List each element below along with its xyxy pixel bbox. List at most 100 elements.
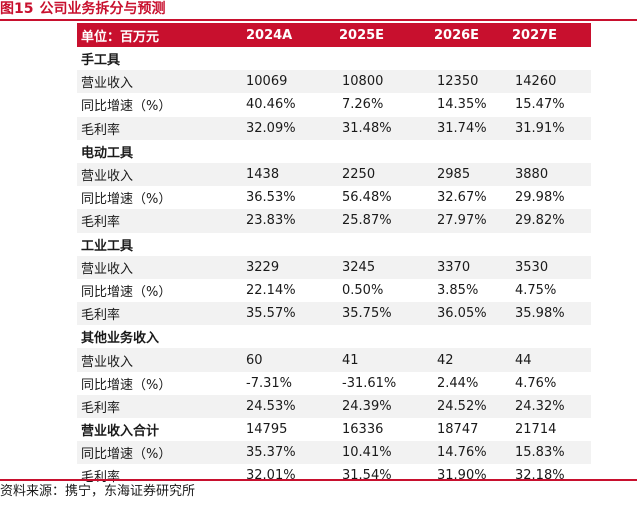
table-cell: 3245 bbox=[342, 259, 376, 275]
table-cell: 31.54% bbox=[342, 468, 392, 484]
table-row: 毛利率 35.57% 35.75% 36.05% 35.98% bbox=[77, 302, 591, 326]
row-label: 同比增速（%） bbox=[81, 284, 172, 300]
row-label: 同比增速（%） bbox=[81, 192, 172, 208]
row-label: 毛利率 bbox=[81, 400, 121, 416]
table-cell: 29.82% bbox=[515, 213, 565, 229]
table-cell: 44 bbox=[515, 352, 532, 368]
table-cell: 31.91% bbox=[515, 120, 565, 136]
forecast-table: 单位：百万元 2024A 2025E 2026E 2027E 手工具营业收入 10… bbox=[77, 23, 591, 488]
table-cell: 40.46% bbox=[246, 97, 296, 113]
section-label: 电动工具 bbox=[81, 145, 134, 161]
table-cell: 15.47% bbox=[515, 97, 565, 113]
table-cell: 22.14% bbox=[246, 282, 296, 298]
header-2027e: 2027E bbox=[512, 27, 558, 43]
title-rule bbox=[0, 19, 637, 21]
row-label: 毛利率 bbox=[81, 470, 121, 486]
table-row: 同比增速（%） -7.31% -31.61% 2.44% 4.76% bbox=[77, 372, 591, 395]
figure-title: 图15 公司业务拆分与预测 bbox=[0, 0, 165, 18]
row-label: 营业收入 bbox=[81, 76, 134, 92]
table-cell: 32.09% bbox=[246, 120, 296, 136]
table-cell: -31.61% bbox=[342, 375, 397, 391]
table-cell: 35.75% bbox=[342, 306, 392, 322]
table-cell: 2.44% bbox=[437, 375, 479, 391]
table-cell: 23.83% bbox=[246, 213, 296, 229]
table-cell: 10069 bbox=[246, 74, 288, 90]
table-cell: 3.85% bbox=[437, 282, 479, 298]
table-cell: 3229 bbox=[246, 259, 280, 275]
table-section-row: 其他业务收入 bbox=[77, 325, 591, 348]
table-cell: 10800 bbox=[342, 74, 384, 90]
table-cell: 60 bbox=[246, 352, 263, 368]
table-cell: 32.01% bbox=[246, 468, 296, 484]
table-cell: 1438 bbox=[246, 167, 280, 183]
row-label: 毛利率 bbox=[81, 215, 121, 231]
section-label: 其他业务收入 bbox=[81, 331, 160, 347]
table-cell: 31.90% bbox=[437, 468, 487, 484]
table-cell: 3880 bbox=[515, 167, 549, 183]
figure-number: 图15 bbox=[0, 1, 34, 17]
section-label: 手工具 bbox=[81, 53, 121, 69]
row-label: 同比增速（%） bbox=[81, 447, 172, 463]
table-row: 毛利率 23.83% 25.87% 27.97% 29.82% bbox=[77, 209, 591, 233]
row-label: 营业收入 bbox=[81, 354, 134, 370]
table-cell: 14795 bbox=[246, 422, 288, 438]
row-label: 营业收入 bbox=[81, 169, 134, 185]
table-cell: 35.37% bbox=[246, 445, 296, 461]
row-label: 同比增速（%） bbox=[81, 377, 172, 393]
table-cell: 4.75% bbox=[515, 282, 557, 298]
table-cell: 31.74% bbox=[437, 120, 487, 136]
table-cell: 2985 bbox=[437, 167, 471, 183]
table-cell: 31.48% bbox=[342, 120, 392, 136]
figure-title-text: 公司业务拆分与预测 bbox=[39, 1, 166, 17]
table-row: 同比增速（%） 40.46% 7.26% 14.35% 15.47% bbox=[77, 93, 591, 116]
table-section-row: 工业工具 bbox=[77, 233, 591, 256]
table-cell: 29.98% bbox=[515, 190, 565, 206]
table-row: 同比增速（%） 35.37% 10.41% 14.76% 15.83% bbox=[77, 441, 591, 465]
table-cell: 3370 bbox=[437, 259, 471, 275]
table-row: 营业收入 3229 3245 3370 3530 bbox=[77, 255, 591, 279]
table-cell: 25.87% bbox=[342, 213, 392, 229]
table-section-row: 手工具 bbox=[77, 47, 591, 70]
table-cell: 35.98% bbox=[515, 306, 565, 322]
table-cell: 42 bbox=[437, 352, 454, 368]
row-label: 毛利率 bbox=[81, 122, 121, 138]
row-label: 毛利率 bbox=[81, 308, 121, 324]
table-cell: 35.57% bbox=[246, 306, 296, 322]
footer-rule bbox=[0, 479, 637, 481]
table-cell: 14260 bbox=[515, 74, 557, 90]
table-cell: 24.52% bbox=[437, 398, 487, 414]
section-label: 工业工具 bbox=[81, 238, 134, 254]
table-cell: 27.97% bbox=[437, 213, 487, 229]
table-cell: 2250 bbox=[342, 167, 376, 183]
header-2026e: 2026E bbox=[434, 27, 480, 43]
header-2024a: 2024A bbox=[246, 27, 293, 43]
table-cell: 24.32% bbox=[515, 398, 565, 414]
table-row: 营业收入 1438 2250 2985 3880 bbox=[77, 162, 591, 187]
table-cell: 32.18% bbox=[515, 468, 565, 484]
table-cell: 21714 bbox=[515, 422, 557, 438]
table-row: 同比增速（%） 22.14% 0.50% 3.85% 4.75% bbox=[77, 279, 591, 302]
table-cell: 0.50% bbox=[342, 282, 384, 298]
table-row: 毛利率 24.53% 24.39% 24.52% 24.32% bbox=[77, 394, 591, 418]
source-note: 资料来源：携宁，东海证券研究所 bbox=[0, 484, 196, 499]
table-cell: 14.35% bbox=[437, 97, 487, 113]
table-cell: 10.41% bbox=[342, 445, 392, 461]
header-unit: 单位：百万元 bbox=[81, 29, 160, 45]
table-cell: 12350 bbox=[437, 74, 479, 90]
table-cell: 36.53% bbox=[246, 190, 296, 206]
table-cell: 32.67% bbox=[437, 190, 487, 206]
table-cell: 56.48% bbox=[342, 190, 392, 206]
table-row: 营业收入 60 41 42 44 bbox=[77, 348, 591, 372]
table-cell: 3530 bbox=[515, 259, 549, 275]
row-label: 同比增速（%） bbox=[81, 99, 172, 115]
table-cell: 18747 bbox=[437, 422, 479, 438]
table-cell: 14.76% bbox=[437, 445, 487, 461]
table-cell: 41 bbox=[342, 352, 359, 368]
table-cell: 24.39% bbox=[342, 398, 392, 414]
table-row: 毛利率 32.09% 31.48% 31.74% 31.91% bbox=[77, 116, 591, 140]
table-cell: 16336 bbox=[342, 422, 384, 438]
table-body: 手工具营业收入 10069 10800 12350 14260 同比增速（%） 40.46%… bbox=[77, 47, 591, 488]
table-row: 同比增速（%） 36.53% 56.48% 32.67% 29.98% bbox=[77, 186, 591, 209]
header-2025e: 2025E bbox=[339, 27, 385, 43]
table-header: 单位：百万元 2024A 2025E 2026E 2027E bbox=[77, 23, 591, 47]
